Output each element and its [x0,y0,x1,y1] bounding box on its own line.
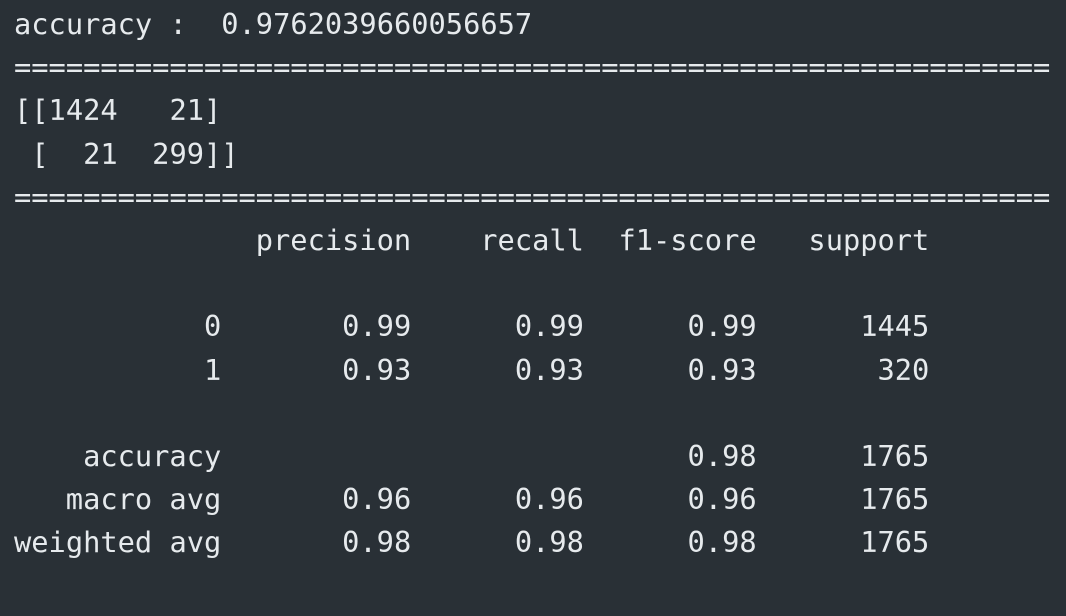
row-cell-recall: 0.99 [514,309,584,344]
header-support: support [808,222,930,257]
report-row: weighted avg 0.98 0.98 0.98 1765 [14,521,1050,564]
separator-line: ========================================… [14,179,1051,214]
row-cell-precision: 0.93 [342,352,412,387]
report-row: macro avg 0.96 0.96 0.96 1765 [14,478,1050,521]
report-row: 1 0.93 0.93 0.93 320 [14,349,1050,392]
separator-line: ========================================… [14,50,1051,85]
row-label: accuracy [83,438,222,473]
confusion-matrix-row: [ 21 299]] [14,136,239,171]
row-label: 1 [203,352,222,387]
row-cell-support: 1445 [860,309,930,344]
row-cell-precision: 0.99 [342,309,412,344]
row-cell-f1-score: 0.93 [687,352,757,387]
row-label: weighted avg [14,525,222,560]
row-cell-f1-score: 0.98 [687,438,757,473]
confusion-matrix-row: [[1424 21] [14,93,222,128]
report-header: precision recall f1-score support [14,219,1050,262]
row-label: macro avg [65,482,222,517]
row-cell-support: 320 [877,352,930,387]
header-f1-score: f1-score [618,222,757,257]
row-cell-recall: 0.98 [514,525,584,560]
row-cell-support: 1765 [860,525,930,560]
header-precision: precision [255,222,412,257]
report-row: 0 0.99 0.99 0.99 1445 [14,305,1050,348]
accuracy-label: accuracy : [14,7,187,41]
blank-line [14,262,1050,305]
row-cell-precision: 0.98 [342,525,412,560]
report-row: accuracy 0.98 1765 [14,435,1050,478]
terminal-output: accuracy : 0.9762039660056657 ==========… [14,3,1050,564]
row-cell-f1-score: 0.99 [687,309,757,344]
row-cell-f1-score: 0.98 [687,525,757,560]
blank-line [14,392,1050,435]
row-cell-support: 1765 [860,482,930,517]
accuracy-line: accuracy : 0.9762039660056657 [14,3,1050,46]
row-cell-support: 1765 [860,438,930,473]
row-cell-recall: 0.96 [514,482,584,517]
row-cell-f1-score: 0.96 [687,482,757,517]
accuracy-value: 0.9762039660056657 [221,7,533,41]
row-label: 0 [203,309,222,344]
row-cell-recall: 0.93 [514,352,584,387]
row-cell-precision: 0.96 [342,482,412,517]
header-recall: recall [480,222,584,257]
report-rows: 0 0.99 0.99 0.99 1445 1 0.93 0.93 0.93 320 accurac… [14,305,1050,564]
